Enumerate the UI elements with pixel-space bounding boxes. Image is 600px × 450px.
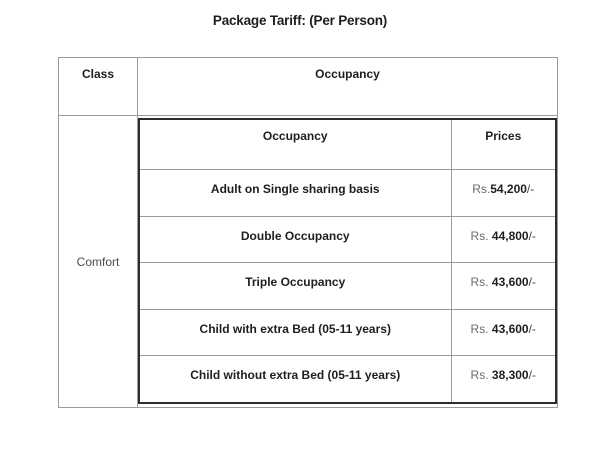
table-row: Triple Occupancy Rs. 43,600/- [138, 262, 557, 310]
page-title: Package Tariff: (Per Person) [212, 13, 388, 28]
inner-header-row: Occupancy Prices [138, 118, 557, 170]
price-cell: Rs. 44,800/- [450, 215, 557, 264]
outer-header-row: Class Occupancy [58, 57, 558, 116]
price-amount: 38,300 [491, 368, 529, 383]
class-column-header: Class [58, 57, 138, 116]
tariff-inner-table: Occupancy Prices Adult on Single sharing… [138, 118, 557, 404]
outer-body-row: Comfort Occupancy Prices Adult on Single… [58, 115, 558, 408]
price-cell: Rs.54,200/- [450, 169, 557, 217]
price-suffix: /- [528, 275, 536, 290]
inner-prices-header: Prices [450, 118, 557, 170]
price-amount: 43,600 [491, 321, 529, 336]
table-row: Child with extra Bed (05-11 years) Rs. 4… [138, 308, 557, 357]
price-suffix: /- [528, 321, 536, 336]
class-value-cell: Comfort [58, 115, 138, 408]
currency-prefix: Rs. [470, 228, 492, 243]
price-cell: Rs. 43,600/- [450, 308, 557, 357]
occupancy-nested-cell: Occupancy Prices Adult on Single sharing… [137, 115, 558, 408]
occupancy-column-header: Occupancy [137, 57, 558, 116]
currency-prefix: Rs. [470, 368, 492, 383]
price-suffix: /- [528, 368, 536, 383]
table-row: Adult on Single sharing basis Rs.54,200/… [138, 169, 557, 217]
occupancy-cell: Double Occupancy [138, 215, 452, 264]
table-row: Double Occupancy Rs. 44,800/- [138, 215, 557, 264]
price-suffix: /- [528, 228, 536, 243]
price-cell: Rs. 38,300/- [450, 355, 557, 404]
price-amount: 44,800 [491, 228, 529, 243]
price-cell: Rs. 43,600/- [450, 262, 557, 310]
tariff-outer-table: Class Occupancy Comfort Occupancy Prices [58, 57, 558, 408]
currency-prefix: Rs. [470, 321, 492, 336]
table-row: Child without extra Bed (05-11 years) Rs… [138, 355, 557, 404]
price-suffix: /- [526, 182, 535, 196]
price-amount: 43,600 [491, 275, 529, 290]
occupancy-cell: Triple Occupancy [138, 262, 452, 310]
occupancy-cell: Child with extra Bed (05-11 years) [138, 308, 452, 357]
currency-prefix: Rs. [470, 275, 492, 290]
occupancy-cell: Child without extra Bed (05-11 years) [138, 355, 452, 404]
occupancy-cell: Adult on Single sharing basis [138, 169, 452, 217]
inner-occupancy-header: Occupancy [138, 118, 452, 170]
price-amount: 54,200 [490, 182, 527, 196]
currency-prefix: Rs. [472, 182, 491, 196]
